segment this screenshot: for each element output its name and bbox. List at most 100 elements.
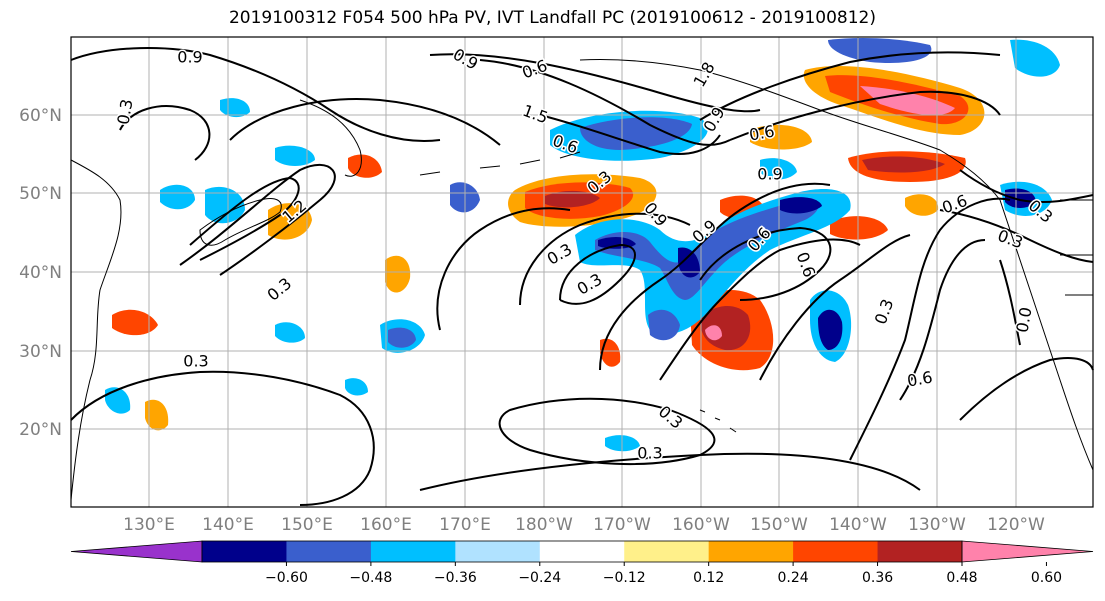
contour-line (959, 357, 1094, 421)
figure-title: 2019100312 F054 500 hPa PV, IVT Landfall… (228, 8, 876, 28)
positive-anomaly-region (750, 124, 812, 150)
contour-line (419, 452, 921, 491)
negative-anomaly-region (388, 327, 416, 348)
contour-line (519, 212, 691, 306)
colorbar-tick-label: 0.24 (778, 570, 809, 586)
hawaii-islands (699, 409, 737, 433)
contour-label: 0.9 (757, 165, 782, 184)
contour-line (70, 370, 375, 506)
colorbar-segment (708, 541, 794, 562)
contour-label: 0.3 (183, 352, 208, 371)
aleutian-islands (419, 151, 581, 176)
latitude-label: 60°N (19, 106, 62, 126)
longitude-label: 150°E (281, 515, 333, 535)
positive-anomaly-region (348, 154, 382, 178)
positive-anomaly-region (145, 399, 169, 431)
positive-anomaly-region (112, 309, 158, 336)
colorbar-tick-label: 0.36 (862, 570, 893, 586)
latitude-labels: 60°N 50°N 40°N 30°N 20°N (19, 106, 62, 440)
longitude-label: 170°W (593, 515, 651, 535)
positive-anomaly-region (860, 86, 955, 116)
colorbar-segment (202, 541, 287, 562)
contour-label: 0.3 (637, 444, 662, 463)
colorbar-tick-label: 0.48 (946, 570, 977, 586)
asia-coastline (70, 159, 122, 501)
colorbar-tick-label: −0.24 (518, 570, 561, 586)
negative-anomaly-region (648, 309, 680, 341)
colorbar-tick-label: −0.60 (265, 570, 308, 586)
alaska-coastline (579, 58, 1001, 201)
colorbar-tick-label: −0.12 (603, 570, 646, 586)
negative-anomaly-region (595, 198, 819, 300)
negative-anomaly-region (1010, 39, 1060, 77)
coastlines (70, 58, 1094, 501)
positive-anomaly-region (385, 255, 411, 293)
pv-shading (105, 37, 1060, 452)
positive-anomaly-region (830, 216, 888, 240)
contour-line (539, 114, 721, 156)
contour-label: 0.0 (1012, 306, 1035, 334)
japan-coastline (199, 198, 282, 246)
contour-line (119, 105, 211, 161)
contour-line (849, 197, 1011, 461)
contour-line (729, 90, 1001, 141)
negative-anomaly-region (828, 37, 932, 64)
negative-anomaly-region (105, 387, 131, 414)
latitude-label: 20°N (19, 420, 62, 440)
longitude-label: 160°W (672, 515, 730, 535)
contour-line (436, 207, 571, 331)
negative-anomaly-region (678, 247, 700, 278)
colorbar-segment (455, 541, 541, 562)
map-panel: 0.90.30.9 0.61.51.80.90.6 0.60.30.90.60.30… (70, 36, 1094, 508)
longitude-label: 150°W (750, 515, 808, 535)
contour-line (179, 163, 336, 276)
contour-line (599, 182, 831, 371)
longitude-label: 160°E (360, 515, 412, 535)
latitude-label: 50°N (19, 184, 62, 204)
negative-anomaly-region (275, 145, 315, 166)
latitude-label: 40°N (19, 263, 62, 283)
contour-line (189, 176, 300, 261)
longitude-label: 130°E (123, 515, 175, 535)
contour-line (229, 98, 501, 146)
contour-line (699, 51, 1001, 121)
colorbar: −0.60 −0.48 −0.36 −0.24 −0.12 0.12 0.24 0.36 0.4… (70, 540, 1094, 586)
positive-anomaly-region (600, 338, 621, 367)
contour-line (899, 239, 986, 401)
positive-anomaly-region (705, 325, 722, 341)
negative-anomaly-region (345, 378, 368, 396)
negative-anomaly-region (160, 184, 195, 210)
contour-line (70, 47, 441, 142)
ivt-contours (70, 47, 1094, 506)
kamchatka-coastline (299, 99, 362, 177)
colorbar-tick-label: 0.12 (693, 570, 724, 586)
colorbar-segment (877, 541, 963, 562)
colorbar-tick-label: −0.36 (434, 570, 477, 586)
negative-anomaly-region (580, 117, 692, 150)
colorbar-segment (624, 541, 710, 562)
contour-label: 0.3 (113, 98, 136, 126)
colorbar-segment (370, 541, 456, 562)
negative-anomaly-region (275, 322, 305, 343)
longitude-label: 120°W (987, 515, 1045, 535)
contour-line (759, 234, 911, 381)
contour-line (479, 59, 731, 146)
contour-line (559, 243, 636, 305)
longitude-label: 130°W (908, 515, 966, 535)
positive-anomaly-region (905, 194, 939, 216)
contour-line (429, 53, 761, 113)
us-state-borders (1060, 199, 1093, 296)
negative-anomaly-region (780, 197, 822, 214)
colorbar-min-extension (70, 540, 203, 563)
colorbar-segment (539, 541, 625, 562)
longitude-label: 170°E (439, 515, 491, 535)
map-frame (70, 36, 1094, 508)
colorbar-segment (286, 541, 372, 562)
longitude-label: 180°W (515, 515, 573, 535)
contour-label: 0.9 (177, 48, 202, 67)
positive-anomaly-region (545, 190, 600, 208)
contour-line (659, 238, 861, 381)
contour-label: 0.6 (906, 367, 934, 390)
latitude-label: 30°N (19, 342, 62, 362)
longitude-label: 140°E (202, 515, 254, 535)
